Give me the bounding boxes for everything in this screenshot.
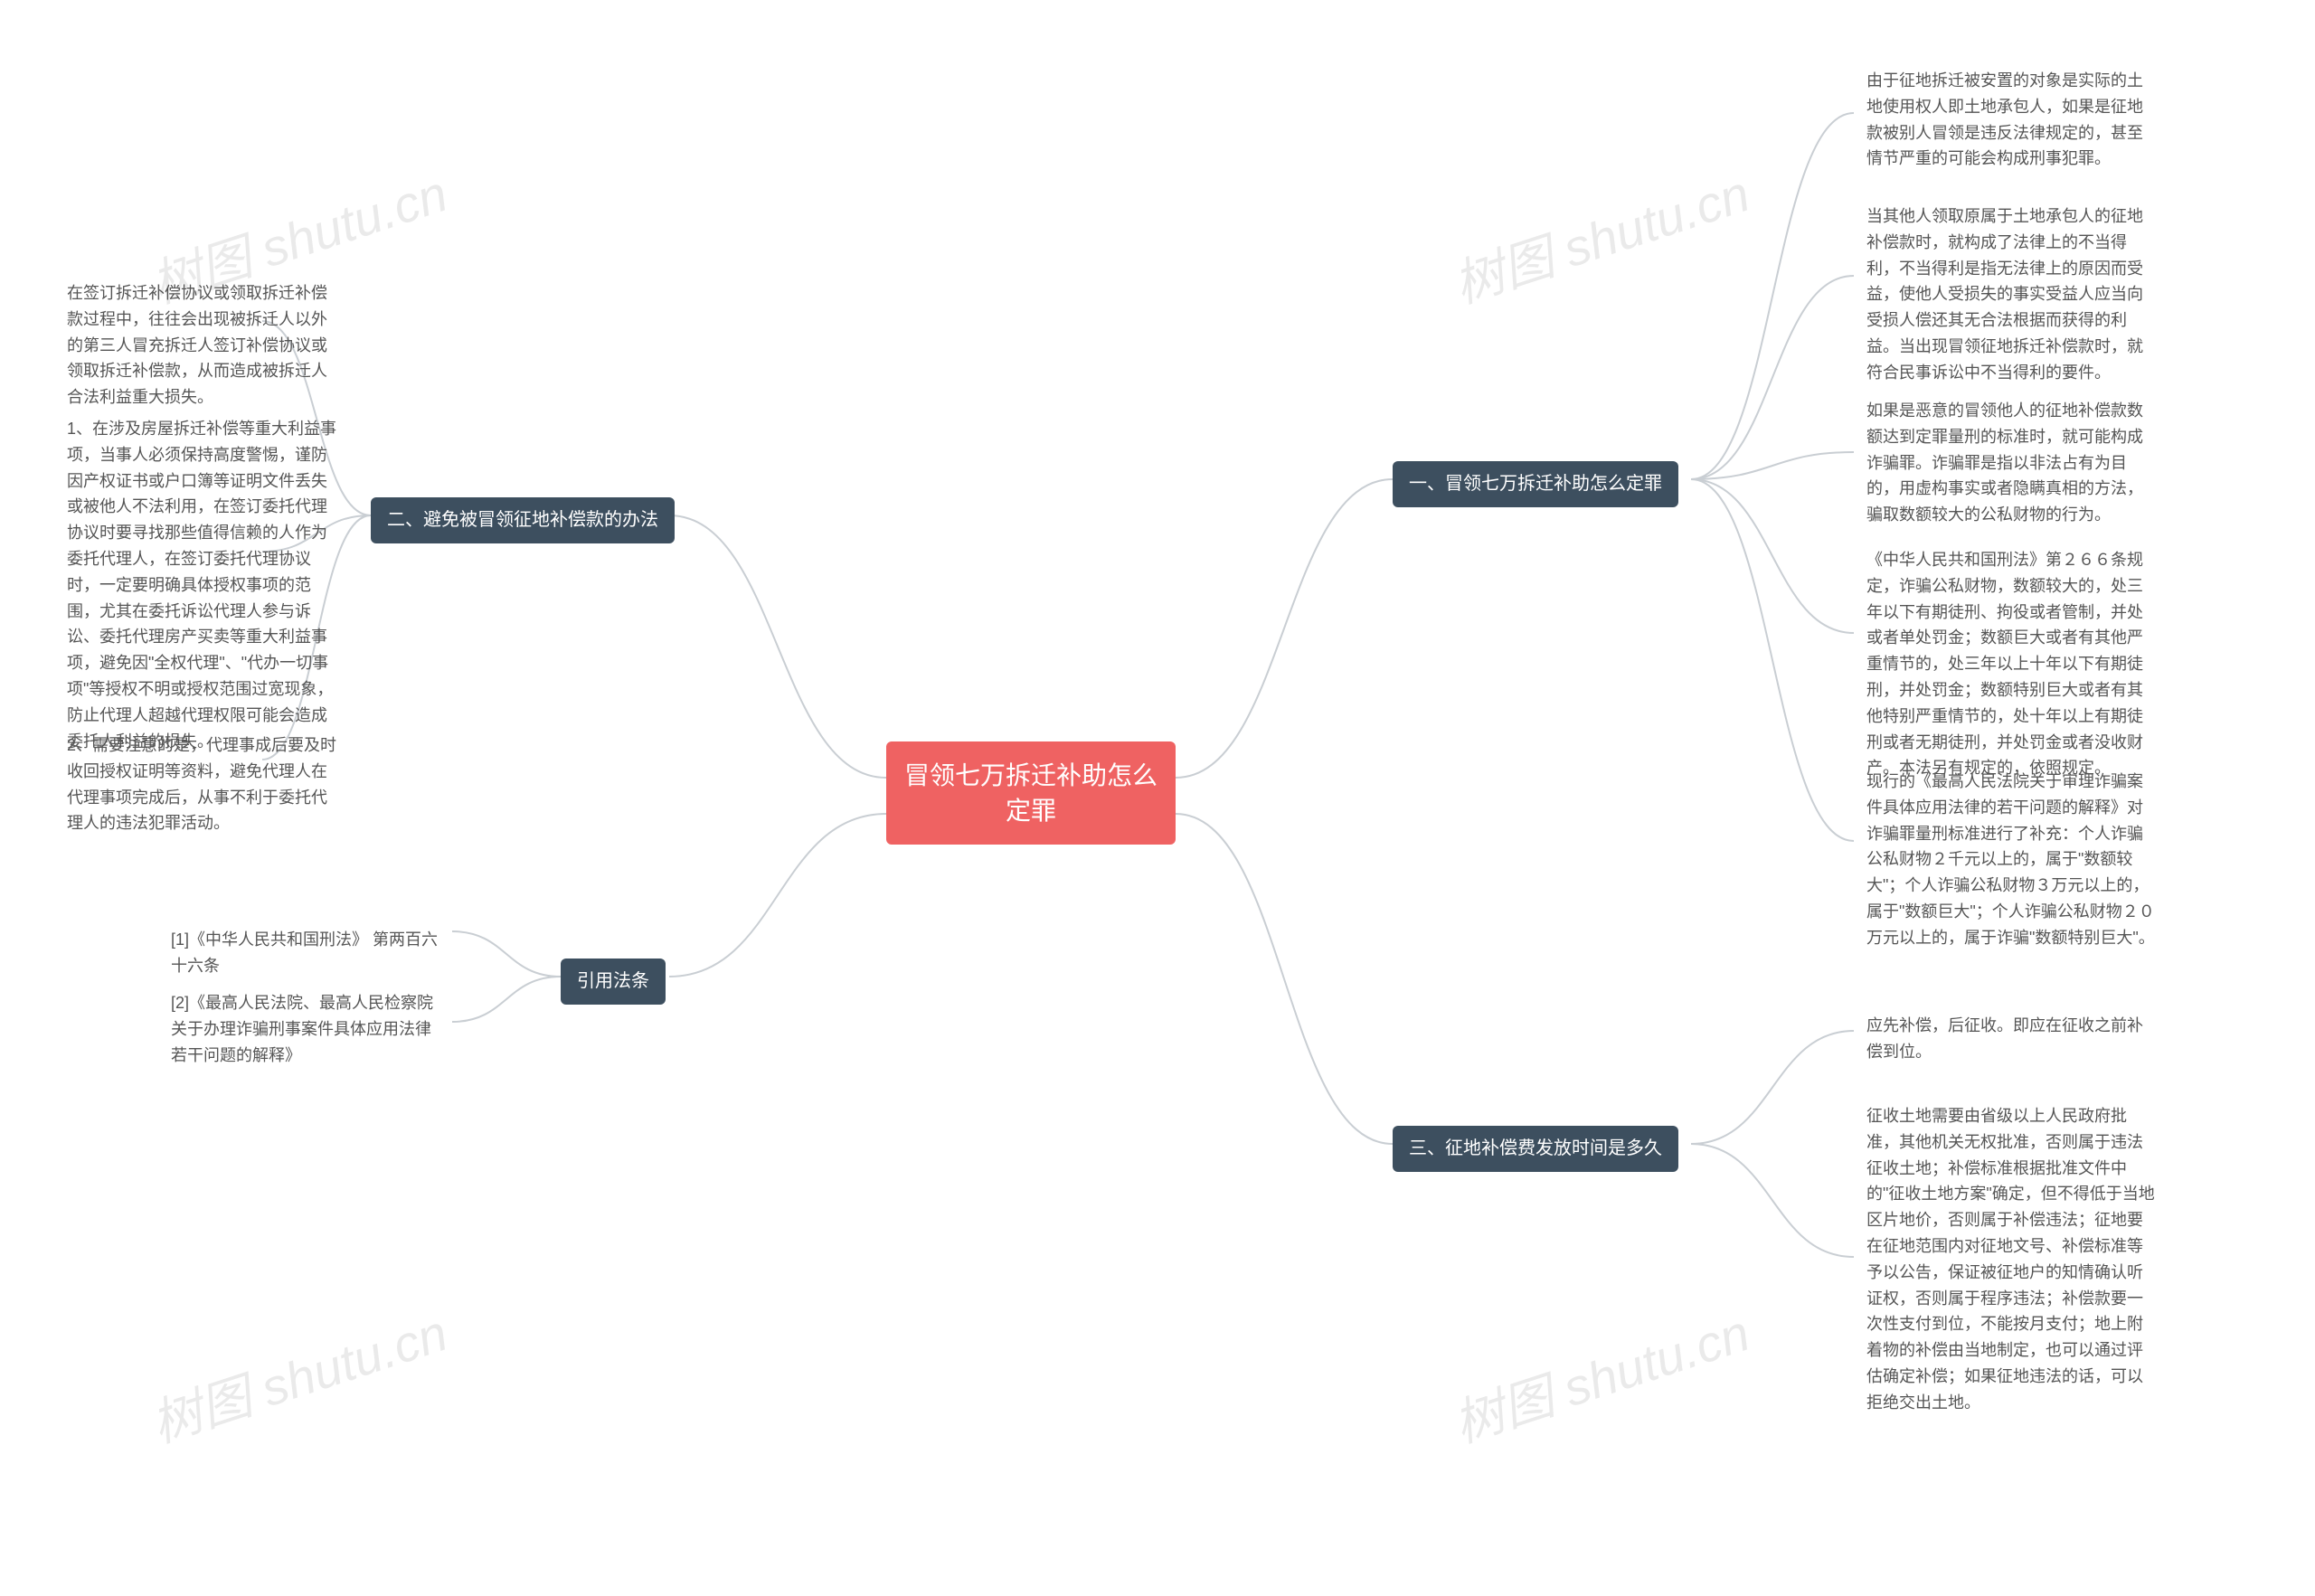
leaf-r1-2: 如果是恶意的冒领他人的征地补偿款数额达到定罪量刑的标准时，就可能构成诈骗罪。诈骗…: [1854, 389, 2170, 537]
leaf-text: 《中华人民共和国刑法》第２６６条规定，诈骗公私财物，数额较大的，处三年以下有期徒…: [1866, 551, 2143, 777]
branch-label: 二、避免被冒领征地补偿款的办法: [387, 510, 658, 530]
root-label: 冒领七万拆迁补助怎么定罪: [904, 761, 1158, 825]
leaf-r1-3: 《中华人民共和国刑法》第２６６条规定，诈骗公私财物，数额较大的，处三年以下有期徒…: [1854, 538, 2170, 790]
leaf-r1-4: 现行的《最高人民法院关于审理诈骗案件具体应用法律的若干问题的解释》对诈骗罪量刑标…: [1854, 760, 2170, 960]
watermark: 树图 shutu.cn: [1443, 154, 1758, 318]
branch-label: 三、征地补偿费发放时间是多久: [1409, 1138, 1662, 1158]
branch-label: 一、冒领七万拆迁补助怎么定罪: [1409, 474, 1662, 494]
watermark: 树图 shutu.cn: [141, 1293, 456, 1458]
leaf-r1-0: 由于征地拆迁被安置的对象是实际的土地使用权人即土地承包人，如果是征地款被别人冒领…: [1854, 59, 2170, 181]
leaf-r1-1: 当其他人领取原属于土地承包人的征地补偿款时，就构成了法律上的不当得利，不当得利是…: [1854, 194, 2170, 395]
branch-left-cite[interactable]: 引用法条: [561, 959, 666, 1005]
leaf-r3-1: 征收土地需要由省级以上人民政府批准，其他机关无权批准，否则属于违法征收土地；补偿…: [1854, 1094, 2170, 1425]
leaf-text: 由于征地拆迁被安置的对象是实际的土地使用权人即土地承包人，如果是征地款被别人冒领…: [1866, 71, 2143, 167]
leaf-l2-1: 1、在涉及房屋拆迁补偿等重大利益事项，当事人必须保持高度警惕，谨防因产权证书或户…: [54, 407, 353, 763]
leaf-text: [1]《中华人民共和国刑法》 第两百六十六条: [171, 930, 438, 975]
leaf-r3-0: 应先补偿，后征收。即应在征收之前补偿到位。: [1854, 1004, 2170, 1074]
leaf-text: 现行的《最高人民法院关于审理诈骗案件具体应用法律的若干问题的解释》对诈骗罪量刑标…: [1866, 772, 2155, 947]
root-node[interactable]: 冒领七万拆迁补助怎么定罪: [886, 741, 1176, 845]
leaf-text: 如果是恶意的冒领他人的征地补偿款数额达到定罪量刑的标准时，就可能构成诈骗罪。诈骗…: [1866, 401, 2143, 524]
leaf-text: [2]《最高人民法院、最高人民检察院关于办理诈骗刑事案件具体应用法律若干问题的解…: [171, 994, 433, 1064]
branch-left-2[interactable]: 二、避免被冒领征地补偿款的办法: [371, 497, 675, 543]
branch-label: 引用法条: [577, 971, 649, 991]
leaf-text: 在签订拆迁补偿协议或领取拆迁补偿款过程中，往往会出现被拆迁人以外的第三人冒充拆迁…: [67, 284, 327, 406]
leaf-text: 1、在涉及房屋拆迁补偿等重大利益事项，当事人必须保持高度警惕，谨防因产权证书或户…: [67, 420, 336, 751]
leaf-lc-1: [2]《最高人民法院、最高人民检察院关于办理诈骗刑事案件具体应用法律若干问题的解…: [158, 981, 457, 1077]
leaf-text: 当其他人领取原属于土地承包人的征地补偿款时，就构成了法律上的不当得利，不当得利是…: [1866, 207, 2143, 382]
leaf-text: 2、需要注意的是，代理事成后要及时收回授权证明等资料，避免代理人在代理事项完成后…: [67, 736, 336, 832]
leaf-text: 征收土地需要由省级以上人民政府批准，其他机关无权批准，否则属于违法征收土地；补偿…: [1866, 1107, 2155, 1412]
watermark: 树图 shutu.cn: [1443, 1293, 1758, 1458]
leaf-l2-0: 在签订拆迁补偿协议或领取拆迁补偿款过程中，往往会出现被拆迁人以外的第三人冒充拆迁…: [54, 271, 353, 420]
leaf-text: 应先补偿，后征收。即应在征收之前补偿到位。: [1866, 1016, 2143, 1061]
mindmap-canvas: 冒领七万拆迁补助怎么定罪 一、冒领七万拆迁补助怎么定罪 由于征地拆迁被安置的对象…: [0, 0, 2315, 1596]
branch-right-1[interactable]: 一、冒领七万拆迁补助怎么定罪: [1393, 461, 1678, 507]
branch-right-3[interactable]: 三、征地补偿费发放时间是多久: [1393, 1126, 1678, 1172]
leaf-lc-0: [1]《中华人民共和国刑法》 第两百六十六条: [158, 918, 457, 988]
leaf-l2-2: 2、需要注意的是，代理事成后要及时收回授权证明等资料，避免代理人在代理事项完成后…: [54, 723, 353, 845]
